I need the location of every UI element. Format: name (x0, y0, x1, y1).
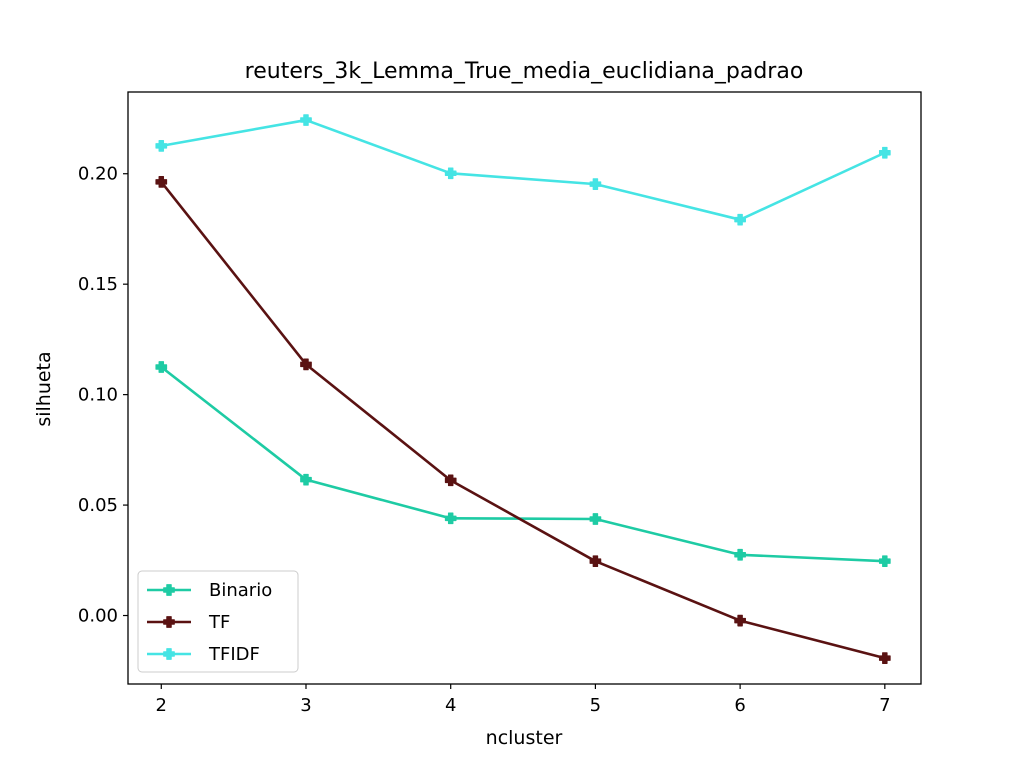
x-axis-label: ncluster (486, 727, 563, 749)
data-point-tfidf (589, 178, 602, 190)
data-point-tf (444, 474, 457, 487)
data-point-binario (878, 555, 891, 568)
x-tick-label: 3 (300, 695, 311, 716)
y-axis-label: silhueta (33, 351, 55, 426)
chart-title: reuters_3k_Lemma_True_media_euclidiana_p… (245, 59, 804, 84)
plot-area: 2 3 4 5 6 7 0.00 0.05 0.10 0.15 0.20 Binario TF TFIDF (78, 91, 922, 716)
legend-marker-tf (163, 616, 175, 628)
plot-frame (127, 91, 922, 685)
y-tick-label: 0.10 (78, 385, 118, 406)
data-point-binario (589, 513, 602, 525)
data-point-tfidf (155, 140, 168, 152)
legend-marker-binario (163, 584, 175, 596)
data-point-tf (589, 555, 602, 568)
y-tick-label: 0.20 (78, 164, 118, 185)
y-tick-label: 0.05 (78, 495, 118, 516)
x-tick-label: 5 (590, 695, 601, 716)
legend: Binario TF TFIDF (137, 570, 299, 673)
series-tfidf (155, 114, 891, 226)
series-binario (155, 361, 891, 568)
x-tick-label: 4 (445, 695, 456, 716)
y-tick-label: 0.15 (78, 274, 118, 295)
legend-marker-tfidf (163, 648, 175, 660)
data-point-tfidf (734, 213, 746, 226)
x-tick-label: 2 (156, 695, 167, 716)
series-line-tfidf (161, 118, 886, 221)
legend-label-tf: TF (208, 612, 230, 633)
data-point-tf (878, 652, 891, 665)
legend-box (137, 570, 299, 673)
series-tf (155, 176, 891, 665)
data-point-tf (734, 614, 746, 627)
data-point-binario (300, 473, 312, 486)
data-point-tf (155, 176, 168, 188)
data-point-tf (300, 358, 312, 371)
x-tick-label: 7 (879, 695, 890, 716)
data-point-tfidf (878, 146, 891, 159)
data-point-binario (155, 361, 168, 373)
series-line-tf (160, 181, 886, 660)
series-line-binario (160, 365, 885, 563)
data-point-binario (444, 512, 457, 525)
x-tick-label: 6 (734, 695, 745, 716)
data-point-tfidf (444, 167, 457, 180)
legend-label-tfidf: TFIDF (208, 644, 260, 665)
data-point-binario (734, 548, 746, 561)
data-point-tfidf (300, 114, 312, 126)
y-tick-label: 0.00 (78, 606, 118, 627)
legend-label-binario: Binario (209, 580, 272, 601)
